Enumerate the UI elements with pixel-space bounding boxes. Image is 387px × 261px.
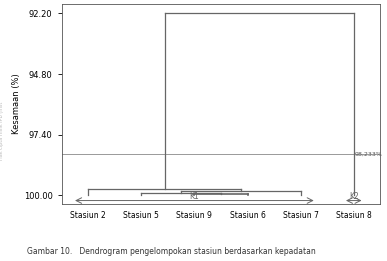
Text: Gambar 10.   Dendrogram pengelompokan stasiun berdasarkan kepadatan: Gambar 10. Dendrogram pengelompokan stas… (27, 247, 316, 256)
Text: K1: K1 (190, 192, 199, 201)
Text: K2: K2 (349, 192, 359, 201)
Text: 98,233%: 98,233% (355, 152, 383, 157)
Text: Hak cipta milik IPB (Inst: Hak cipta milik IPB (Inst (0, 101, 4, 160)
Y-axis label: Kesamaan (%): Kesamaan (%) (12, 74, 21, 134)
